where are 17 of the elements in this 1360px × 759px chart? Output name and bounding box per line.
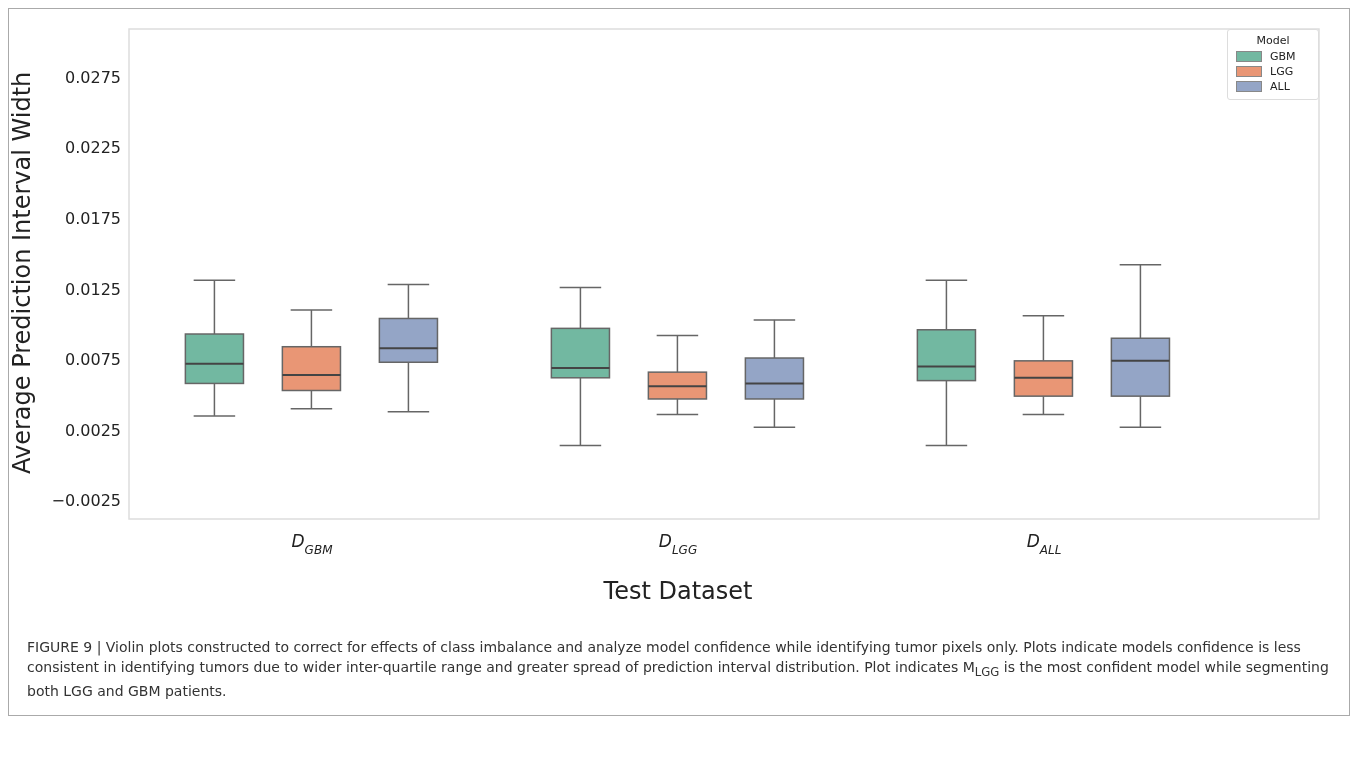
y-tick-label: 0.0175 bbox=[65, 208, 121, 228]
x-axis-title: Test Dataset bbox=[602, 577, 753, 605]
text: FIGURE 9 | Violin plots constructed to correct for effects of class imbalance and analyze model confidence while identifying tumor pixels only. Plots indicate models confidence is less consistent in identifying tumors due to wider inter-quartile range and greater spread of prediction interval distribution. Plot indicates M$_{LGG}$ is the most confident model while segmenting both LGG and GBM patients. bbox=[27, 639, 1329, 700]
legend-label: GBM bbox=[1270, 50, 1296, 63]
y-tick-label: −0.0025 bbox=[51, 491, 121, 511]
x-tick-label: D$_{ALL}$ bbox=[1026, 531, 1062, 557]
legend-label: LGG bbox=[1270, 65, 1294, 78]
y-tick-label: 0.0075 bbox=[65, 350, 121, 370]
y-tick-label: 0.0225 bbox=[65, 138, 121, 158]
legend-title: Model bbox=[1255, 34, 1291, 47]
y-axis-title: Average Prediction Interval Width bbox=[7, 71, 36, 474]
y-tick-label: 0.0025 bbox=[65, 420, 121, 440]
y-tick-label: 0.0125 bbox=[65, 279, 121, 299]
x-tick-label: D$_{LGG}$ bbox=[658, 531, 698, 557]
x-tick-label: D$_{GBM}$ bbox=[291, 531, 334, 557]
legend-label: ALL bbox=[1270, 80, 1290, 93]
y-tick-label: 0.0275 bbox=[65, 67, 121, 87]
